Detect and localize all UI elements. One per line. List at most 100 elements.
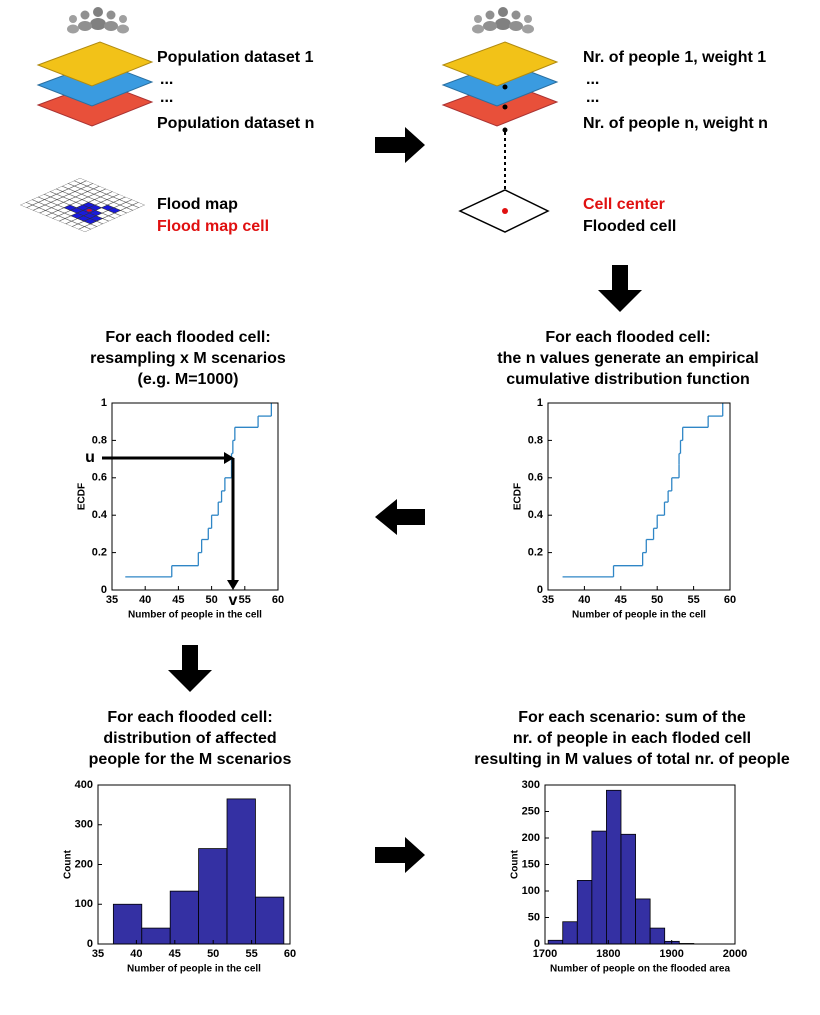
x-tick-label: 55 (687, 594, 699, 606)
flooded-cell-label: Flooded cell (583, 218, 676, 235)
y-tick-label: 150 (522, 858, 540, 870)
y-tick-label: 1 (101, 397, 107, 409)
x-tick-label: 55 (239, 594, 251, 606)
layer-label: Population dataset 1 (157, 49, 314, 66)
x-tick-label: 55 (245, 948, 257, 960)
chart-title: (e.g. M=1000) (138, 371, 239, 388)
x-tick-label: 35 (106, 594, 118, 606)
bar (576, 880, 593, 945)
arrow-head (227, 580, 239, 590)
x-axis-label: Number of people in the cell (572, 610, 706, 621)
chart-title: For each flooded cell: (545, 329, 710, 346)
cell-icon (442, 7, 558, 233)
chart-title: For each flooded cell: (107, 709, 272, 726)
x-tick-label: 40 (139, 594, 151, 606)
bar (141, 927, 171, 945)
x-tick-label: 50 (651, 594, 663, 606)
bar (606, 789, 622, 945)
arrow (598, 265, 642, 312)
x-tick-label: 1800 (596, 948, 620, 960)
layer-label: ... (160, 71, 173, 88)
arrow (375, 127, 425, 163)
map-cell-label: Flood map cell (157, 218, 269, 235)
bar (649, 927, 666, 945)
map-label: Flood map (157, 196, 238, 213)
y-tick-label: 0.4 (92, 509, 108, 521)
y-tick-label: 0.8 (92, 434, 107, 446)
y-axis-label: ECDF (77, 483, 88, 510)
chart-title: nr. of people in each floded cell (513, 730, 751, 747)
bar (169, 890, 200, 945)
x-tick-label: 1900 (659, 948, 683, 960)
chart-title: cumulative distribution function (506, 371, 750, 388)
arrow (375, 499, 425, 535)
y-tick-label: 300 (522, 779, 540, 791)
layer-label: Nr. of people 1, weight 1 (583, 49, 766, 66)
chart-title: people for the M scenarios (89, 751, 292, 768)
y-tick-label: 100 (75, 898, 93, 910)
bar (620, 833, 636, 945)
y-tick-label: 0.8 (528, 434, 543, 446)
axes-box (111, 402, 279, 591)
axes-box (547, 402, 731, 591)
chart-title: resulting in M values of total nr. of pe… (474, 751, 790, 768)
chart-title: For each scenario: sum of the (518, 709, 746, 726)
x-axis-label: Number of people in the cell (127, 964, 261, 975)
x-axis-label: Number of people in the cell (128, 610, 262, 621)
flood-map-icon (20, 178, 145, 233)
x-tick-label: 45 (169, 948, 181, 960)
bar (547, 939, 564, 945)
y-tick-label: 400 (75, 779, 93, 791)
y-tick-label: 0.2 (528, 547, 543, 559)
bar (198, 848, 228, 945)
bar (255, 896, 285, 945)
y-tick-label: 0.2 (92, 547, 107, 559)
y-tick-label: 0 (534, 938, 540, 950)
x-tick-label: 60 (272, 594, 284, 606)
x-tick-label: 50 (205, 594, 217, 606)
y-tick-label: 200 (75, 858, 93, 870)
bar (591, 830, 607, 945)
layer-label: ... (160, 89, 173, 106)
x-tick-label: 35 (542, 594, 554, 606)
y-axis-label: ECDF (513, 483, 524, 510)
arrow (168, 645, 212, 692)
x-tick-label: 1700 (533, 948, 557, 960)
x-tick-label: 35 (92, 948, 104, 960)
annotation: v (229, 592, 238, 609)
bar (226, 798, 256, 945)
y-tick-label: 200 (522, 832, 540, 844)
chart-title: For each flooded cell: (105, 329, 270, 346)
x-tick-label: 40 (130, 948, 142, 960)
cell-center-label: Cell center (583, 196, 665, 213)
y-tick-label: 0 (87, 938, 93, 950)
y-tick-label: 0.6 (528, 472, 543, 484)
x-tick-label: 40 (578, 594, 590, 606)
layer-label: Population dataset n (157, 115, 314, 132)
bar (635, 898, 651, 945)
bar (112, 903, 143, 945)
x-tick-label: 2000 (723, 948, 747, 960)
y-axis-label: Count (510, 849, 521, 879)
population-icon (37, 7, 153, 127)
x-tick-label: 60 (284, 948, 296, 960)
layer-label: ... (586, 71, 599, 88)
arrow (375, 837, 425, 873)
x-tick-label: 45 (172, 594, 184, 606)
x-tick-label: 60 (724, 594, 736, 606)
chart-title: resampling x M scenarios (90, 350, 286, 367)
x-tick-label: 45 (615, 594, 627, 606)
layer-label: ... (586, 89, 599, 106)
annotation: u (85, 449, 95, 466)
chart-title: the n values generate an empirical (497, 350, 758, 367)
bar (562, 921, 578, 945)
y-tick-label: 0.4 (528, 509, 544, 521)
y-tick-label: 0 (101, 584, 107, 596)
chart-title: distribution of affected (103, 730, 276, 747)
y-tick-label: 1 (537, 397, 543, 409)
y-axis-label: Count (63, 849, 74, 879)
y-tick-label: 300 (75, 819, 93, 831)
x-tick-label: 50 (207, 948, 219, 960)
